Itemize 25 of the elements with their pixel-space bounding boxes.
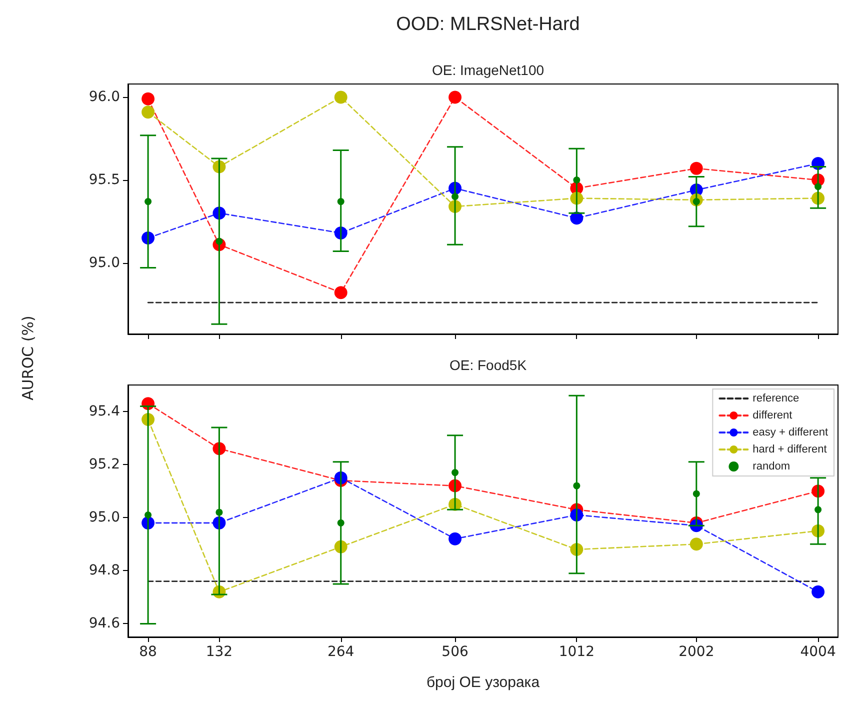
chart-subtitle: OE: ImageNet100 (432, 62, 544, 78)
x-tick-label: 2002 (678, 644, 714, 660)
y-tick-label: 95.4 (88, 404, 120, 420)
legend-label: reference (752, 392, 800, 404)
x-tick-label: 4004 (800, 644, 836, 660)
y-tick-label: 94.6 (88, 616, 120, 632)
legend-label: different (752, 410, 792, 422)
y-tick-label: 96.0 (88, 89, 120, 106)
chart-title: OE: Food5K (449, 357, 528, 373)
chart-title: OOD: MLRSNet-Hard (396, 14, 580, 35)
legend-label: hard + different (752, 444, 827, 456)
x-tick-label: 506 (442, 644, 468, 660)
x-tick-label: 132 (206, 644, 233, 660)
y-axis-title: AUROC (%) (19, 316, 37, 400)
legend-label: random (752, 460, 790, 472)
y-tick-label: 95.0 (88, 510, 120, 526)
y-tick-label: 95.5 (88, 172, 120, 188)
x-axis-title: број OE узорака (426, 674, 540, 691)
x-tick-label: 264 (327, 644, 354, 660)
y-tick-label: 94.8 (88, 562, 120, 579)
x-tick-label: 88 (139, 644, 157, 660)
legend-label: easy + different (752, 426, 828, 438)
y-tick-label: 95.2 (88, 456, 120, 473)
y-tick-label: 95.0 (88, 254, 120, 271)
x-tick-label: 1012 (558, 644, 594, 660)
